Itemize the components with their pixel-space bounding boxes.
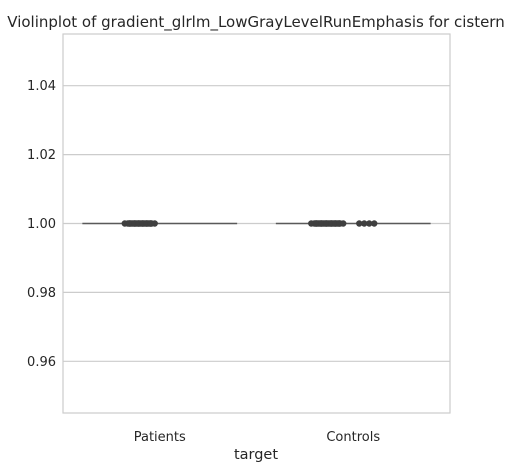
- y-tick-label: 0.98: [27, 286, 56, 301]
- x-tick-label: Controls: [326, 430, 380, 445]
- y-tick-label: 1.00: [27, 217, 56, 232]
- x-axis-label: target: [234, 447, 278, 463]
- chart-title: Violinplot of gradient_glrlm_LowGrayLeve…: [7, 13, 504, 32]
- data-point: [152, 220, 158, 226]
- x-tick-label: Patients: [134, 430, 186, 445]
- y-tick-label: 1.04: [27, 79, 56, 94]
- y-tick-label: 1.02: [27, 148, 56, 163]
- data-point: [371, 220, 377, 226]
- y-tick-label: 0.96: [27, 355, 56, 370]
- data-point: [340, 220, 346, 226]
- x-axis-ticks: Patients Controls: [134, 430, 381, 445]
- y-axis-ticks: 0.96 0.98 1.00 1.02 1.04: [27, 79, 56, 370]
